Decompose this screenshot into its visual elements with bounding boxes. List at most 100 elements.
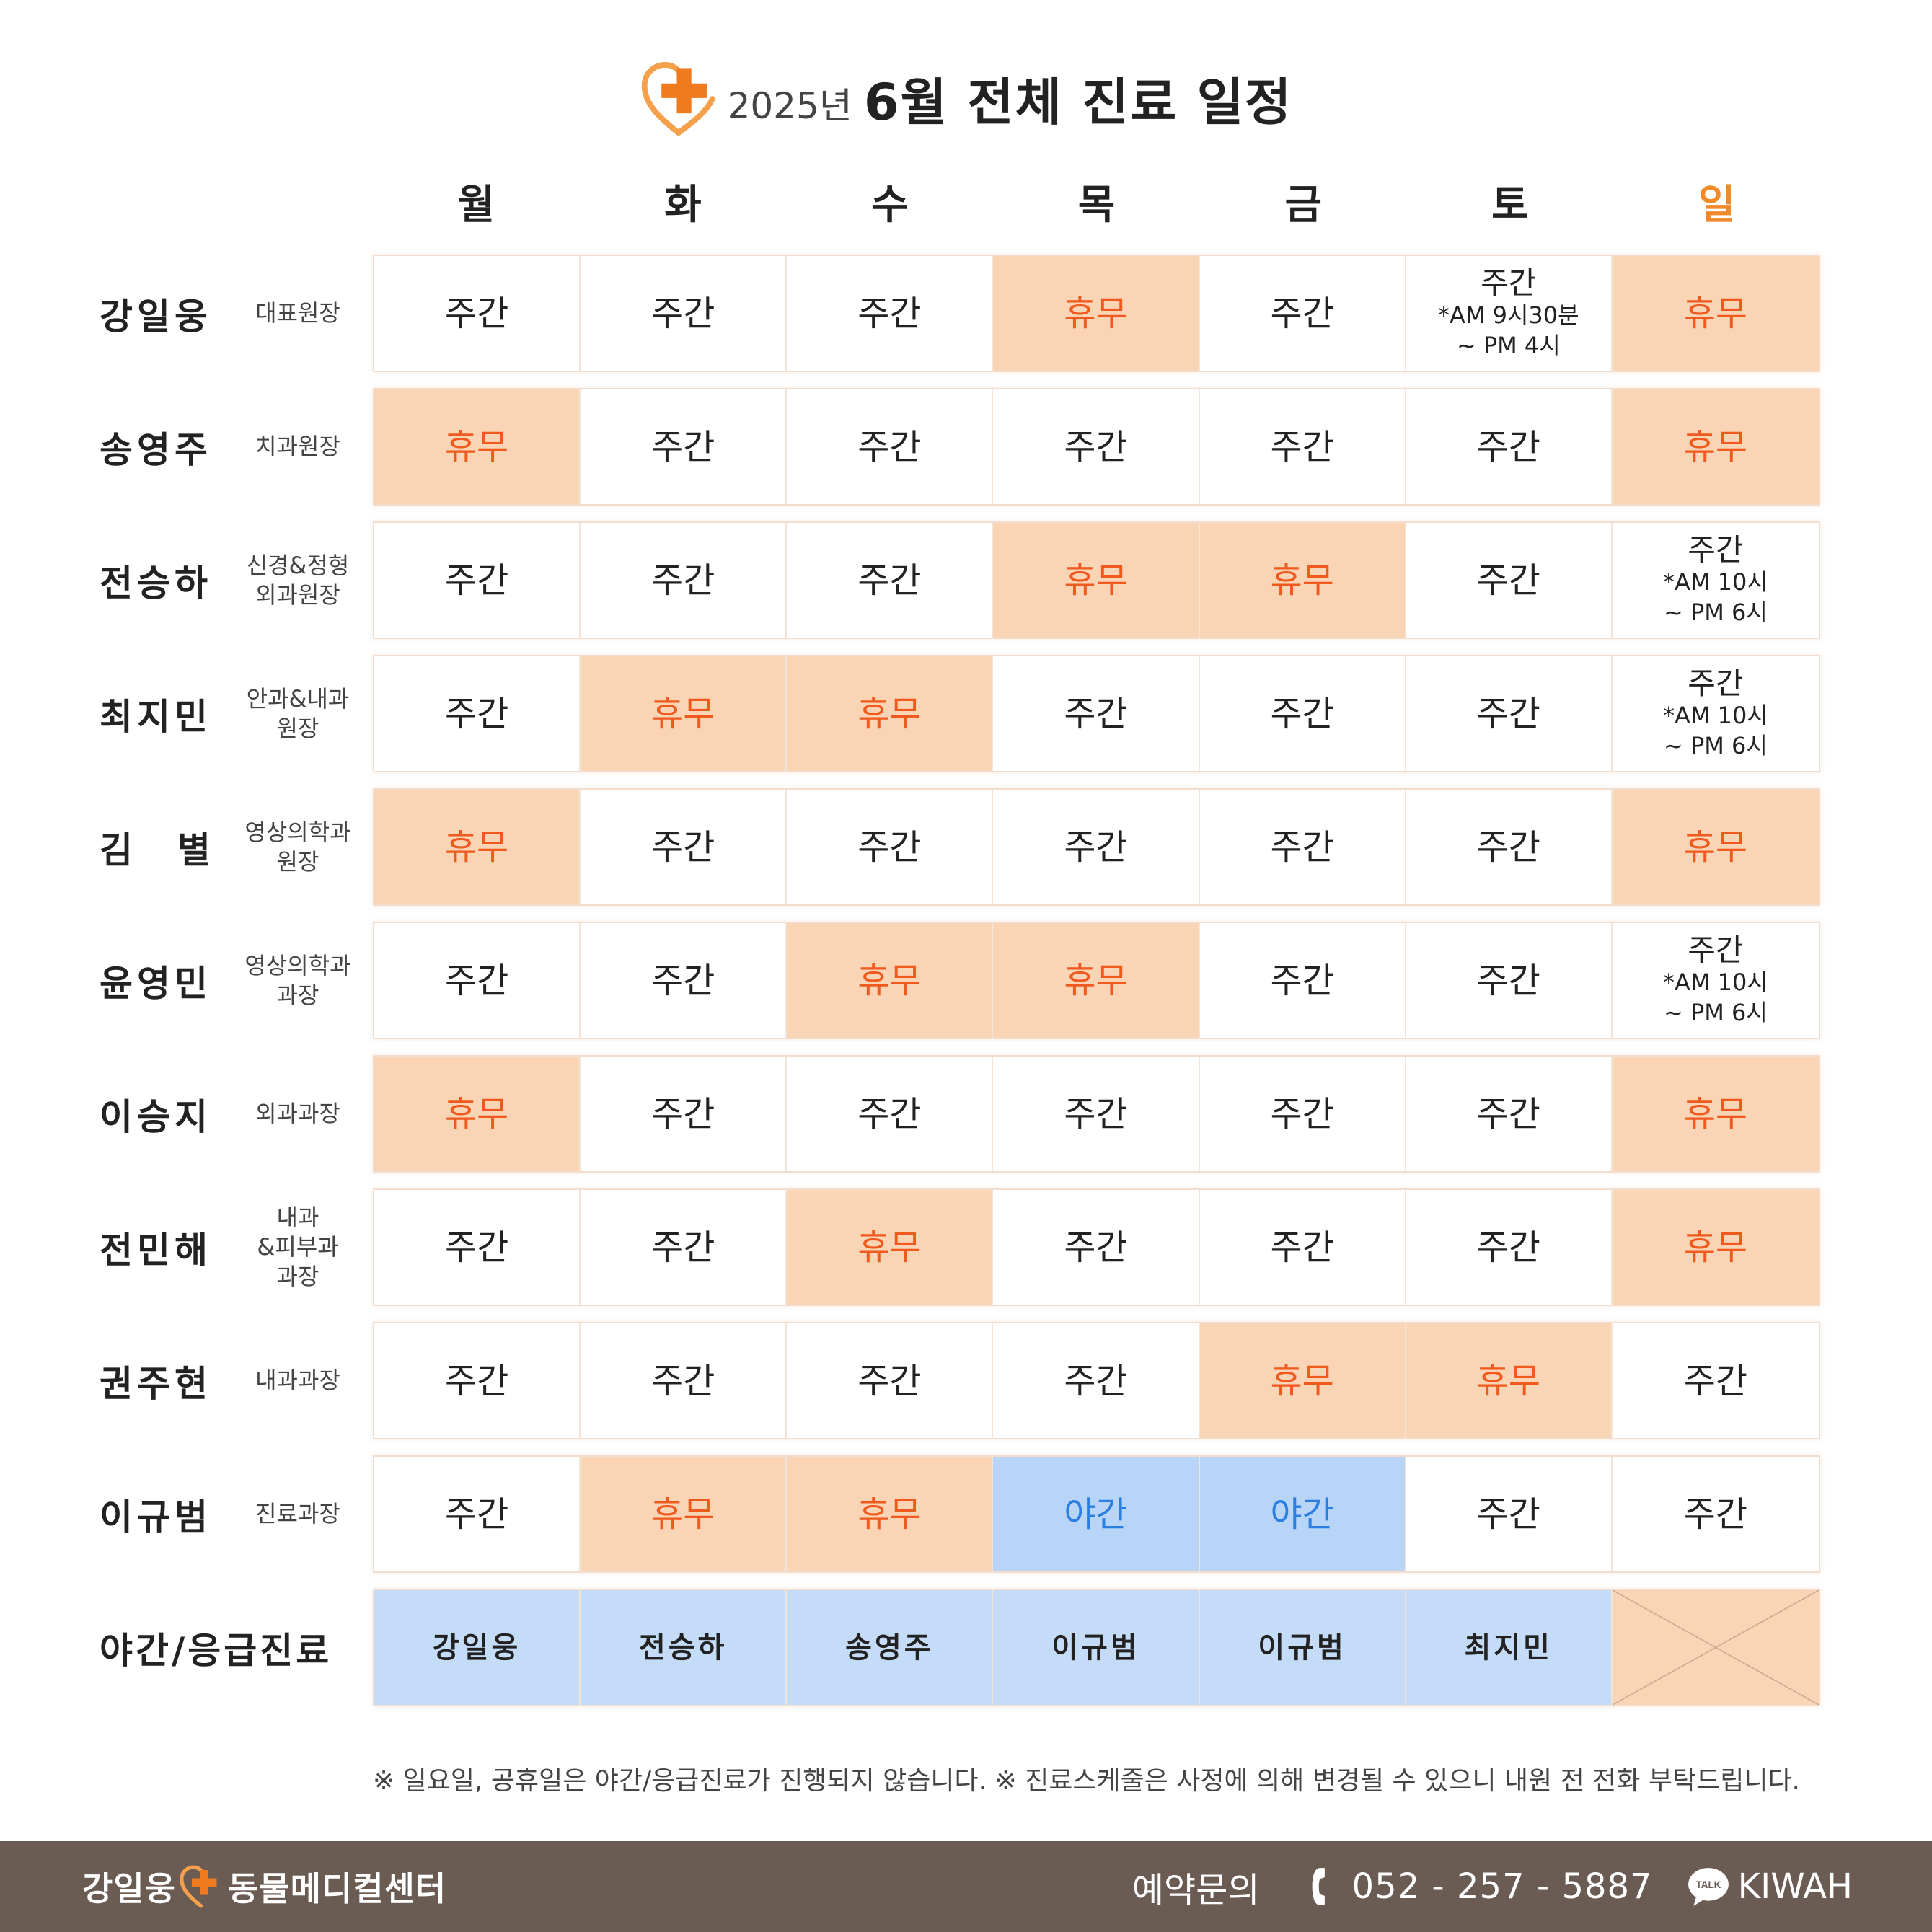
doctor-info: 전민해 내과 &피부과 과장 [100,1188,359,1306]
shift-label: 주간 [651,826,715,868]
shift-label: 주간 [1476,826,1540,868]
schedule-cell-mon: 휴무 [374,1057,581,1171]
shift-label: 주간 [651,560,715,601]
schedule-cell-mon: 휴무 [374,790,581,904]
schedule-cell-tue: 주간 [581,256,788,371]
shift-label: 야간 [1270,1494,1334,1535]
schedule-cell-wed: 주간 [787,1323,994,1438]
schedule-cells: 휴무 주간 주간 주간 주간 주간 휴무 [373,1055,1820,1173]
doctor-name: 송영주 [100,428,212,471]
title-year: 2025년 [727,85,852,127]
schedule-cell-thu: 주간 [993,656,1200,771]
shift-label: 휴무 [1064,293,1128,334]
shift-label: 주간 [444,1494,509,1535]
schedule-row: 김 별 영상의학과 원장 휴무 주간 주간 주간 주간 주간 휴무 [0,788,1932,906]
schedule-cell-sat: 주간 [1406,389,1613,504]
doctor-name: 권주현 [100,1362,212,1405]
shift-label: 주간 [444,293,509,334]
shift-label: 주간 [857,826,922,868]
schedule-cell-wed: 주간 [787,389,994,504]
footer-brand-suffix: 동물메디컬센터 [227,1869,447,1908]
emergency-cell-tue: 전승하 [581,1590,788,1705]
shift-label: 휴무 [1064,960,1128,1001]
schedule-cell-sun: 휴무 [1612,790,1819,904]
shift-label: 야간 [1064,1494,1128,1535]
schedule-cell-fri: 주간 [1199,656,1406,771]
schedule-cell-tue: 주간 [581,1323,788,1438]
emergency-cell-sat: 최지민 [1406,1590,1613,1705]
shift-label: 주간 [651,426,715,467]
shift-label: 주간 [857,293,922,334]
schedule-cell-tue: 휴무 [581,1457,788,1571]
schedule-row: 윤영민 영상의학과 과장 주간 주간 휴무 휴무 주간 주간 주간 *AM 10시 ~ PM 6시 [0,922,1932,1039]
schedule-cells: 주간 주간 주간 휴무 휴무 주간 주간 *AM 10시 ~ PM 6시 [373,521,1820,639]
shift-label: 주간 [1476,426,1540,467]
emergency-doctor: 최지민 [1464,1631,1553,1664]
kakaotalk-badge-text: TALK [1695,1879,1721,1890]
shift-label: 주간 [1270,693,1334,734]
contact-label: 예약문의 [1132,1870,1260,1910]
shift-hours: *AM 10시 ~ PM 6시 [1662,968,1768,1026]
schedule-row: 송영주 치과원장 휴무 주간 주간 주간 주간 주간 휴무 [0,388,1932,506]
phone-number[interactable]: 052 - 257 - 5887 [1351,1866,1653,1907]
shift-label: 주간 [1270,426,1334,467]
emergency-info: 야간/응급진료 [100,1589,374,1706]
schedule-row: 이규범 진료과장 주간 휴무 휴무 야간 야간 주간 주간 [0,1455,1932,1573]
schedule-cell-mon: 주간 [374,1190,581,1305]
doctor-info: 권주현 내과과장 [100,1322,359,1439]
schedule-cell-fri: 주간 [1199,790,1406,904]
emergency-label: 야간/응급진료 [100,1629,332,1672]
emergency-cell-wed: 송영주 [787,1590,994,1705]
day-sat: 토 [1491,182,1529,229]
schedule-cell-fri: 휴무 [1199,523,1406,638]
doctor-role: 영상의학과 원장 [244,818,351,875]
day-tue: 화 [664,182,702,229]
shift-label: 주간 [1064,426,1128,467]
schedule-cell-wed: 휴무 [787,1457,994,1571]
doctor-name: 최지민 [100,695,212,738]
shift-label: 주간 [1064,1360,1128,1401]
shift-label: 휴무 [1683,426,1748,467]
schedule-table: 강일웅 대표원장 주간 주간 주간 휴무 주간 주간 *AM 9시30분 ~ PM 4시 휴무 송영… [0,255,1932,1722]
shift-hours: *AM 9시30분 ~ PM 4시 [1437,301,1579,359]
doctor-name: 이승지 [100,1095,212,1138]
footer-contact: 예약문의 052 - 257 - 5887 TALK KIWAH [1132,1841,1853,1932]
shift-label: 주간 [651,1360,715,1401]
schedule-cell-thu: 주간 [993,389,1200,504]
shift-label: 휴무 [1270,560,1334,601]
shift-label: 주간 [1683,1494,1748,1535]
shift-label: 주간 [1064,1227,1128,1268]
shift-label: 주간 [1064,826,1128,868]
schedule-cell-sat: 휴무 [1406,1323,1613,1438]
shift-label: 주간 [444,693,509,734]
doctor-info: 강일웅 대표원장 [100,255,359,372]
shift-label: 주간 [857,560,922,601]
schedule-cell-mon: 휴무 [374,389,581,504]
doctor-name: 전승하 [100,562,212,604]
shift-label: 휴무 [651,1494,715,1535]
schedule-cells: 주간 주간 휴무 주간 주간 주간 휴무 [373,1188,1820,1306]
doctor-name: 이규범 [100,1496,212,1538]
schedule-cell-thu: 휴무 [993,523,1200,638]
page-title: 6월 전체 진료 일정 [863,72,1293,132]
shift-label: 주간 [651,293,715,334]
schedule-cell-thu: 주간 [993,1190,1200,1305]
schedule-cell-thu: 야간 [993,1457,1200,1571]
emergency-doctor: 이규범 [1051,1631,1140,1664]
doctor-role: 진료과장 [255,1500,340,1527]
emergency-cell-thu: 이규범 [993,1590,1200,1705]
footer-bar: 강일웅 동물메디컬센터 예약문의 052 - 257 - 5887 TALK K… [0,1841,1932,1932]
schedule-cell-tue: 주간 [581,790,788,904]
schedule-cell-sun: 주간 [1612,1457,1819,1571]
schedule-cells: 휴무 주간 주간 주간 주간 주간 휴무 [373,788,1820,906]
schedule-cell-thu: 휴무 [993,923,1200,1038]
shift-label: 주간 [1476,1227,1540,1268]
page-header: 2025년 6월 전체 진료 일정 [0,48,1932,141]
emergency-cell-sun-unavailable [1612,1590,1819,1705]
kakao-id[interactable]: KIWAH [1737,1866,1853,1907]
shift-label: 휴무 [857,693,922,734]
schedule-cell-sat: 주간 [1406,1057,1613,1171]
doctor-info: 이승지 외과과장 [100,1055,359,1173]
schedule-cell-tue: 주간 [581,1057,788,1171]
schedule-cells: 주간 주간 휴무 휴무 주간 주간 주간 *AM 10시 ~ PM 6시 [373,922,1820,1039]
